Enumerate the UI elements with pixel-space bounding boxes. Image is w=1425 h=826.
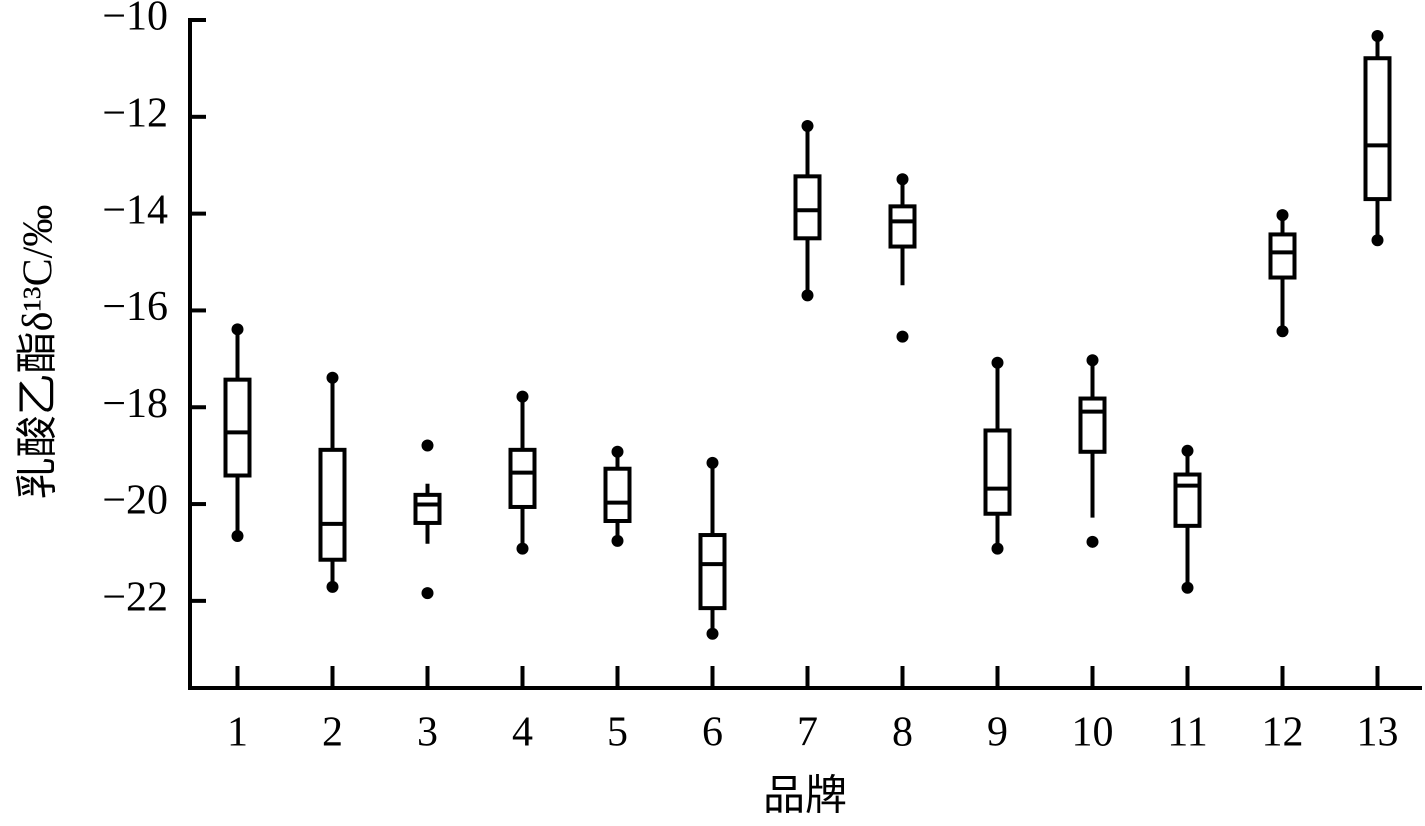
y-tick-label: −16 xyxy=(102,284,168,330)
whisker-end xyxy=(611,445,624,458)
y-axis-label: 乳酸乙酯δ¹³C/‰ xyxy=(16,205,62,500)
y-tick-label: −18 xyxy=(102,381,168,427)
x-tick-label: 5 xyxy=(607,710,628,756)
whisker-end xyxy=(326,371,339,384)
box xyxy=(1078,396,1107,454)
y-tick-label: −14 xyxy=(102,187,168,233)
y-tick-label: −22 xyxy=(102,575,168,621)
x-tick-label: 2 xyxy=(322,710,343,756)
whisker-end xyxy=(706,627,719,640)
x-tick-label: 6 xyxy=(702,710,723,756)
box xyxy=(508,447,537,509)
x-tick-label: 12 xyxy=(1262,710,1304,756)
y-tick-label: −10 xyxy=(102,0,168,40)
x-tick-label: 1 xyxy=(227,710,248,756)
whisker-end xyxy=(1371,234,1384,247)
x-tick-label: 7 xyxy=(797,710,818,756)
whisker-end xyxy=(991,542,1004,555)
box xyxy=(983,428,1012,516)
flier xyxy=(421,587,434,600)
whisker-end xyxy=(1276,325,1289,338)
x-tick-label: 8 xyxy=(892,710,913,756)
x-tick-label: 3 xyxy=(417,710,438,756)
box xyxy=(1268,232,1297,280)
whisker-end xyxy=(1181,581,1194,594)
box xyxy=(698,533,727,611)
whisker-end xyxy=(611,534,624,547)
box xyxy=(223,377,252,478)
box xyxy=(1363,56,1392,202)
x-tick-label: 10 xyxy=(1072,710,1114,756)
box xyxy=(888,204,917,249)
whisker-end xyxy=(231,530,244,543)
box xyxy=(793,174,822,241)
x-axis-label: 品牌 xyxy=(763,774,847,820)
x-tick-label: 13 xyxy=(1357,710,1399,756)
whisker-end xyxy=(1181,444,1194,457)
whisker-end xyxy=(1276,209,1289,222)
whisker-end xyxy=(326,580,339,593)
whisker-end xyxy=(801,289,814,302)
y-tick-label: −12 xyxy=(102,90,168,136)
whisker-end xyxy=(1371,29,1384,42)
box xyxy=(318,447,347,562)
whisker-end xyxy=(801,120,814,133)
flier xyxy=(1086,535,1099,548)
whisker-end xyxy=(516,390,529,403)
whisker-end xyxy=(231,323,244,336)
box xyxy=(1173,472,1202,528)
whisker-end xyxy=(706,456,719,469)
whisker-end xyxy=(1086,354,1099,367)
whisker-end xyxy=(896,173,909,186)
box xyxy=(413,492,442,525)
whisker-end xyxy=(516,542,529,555)
flier xyxy=(421,439,434,452)
y-tick-label: −20 xyxy=(102,478,168,524)
x-tick-label: 9 xyxy=(987,710,1008,756)
axes xyxy=(188,18,1422,690)
x-tick-label: 4 xyxy=(512,710,533,756)
box xyxy=(603,466,632,523)
x-tick-label: 11 xyxy=(1167,710,1207,756)
flier xyxy=(896,330,909,343)
whisker-end xyxy=(991,356,1004,369)
